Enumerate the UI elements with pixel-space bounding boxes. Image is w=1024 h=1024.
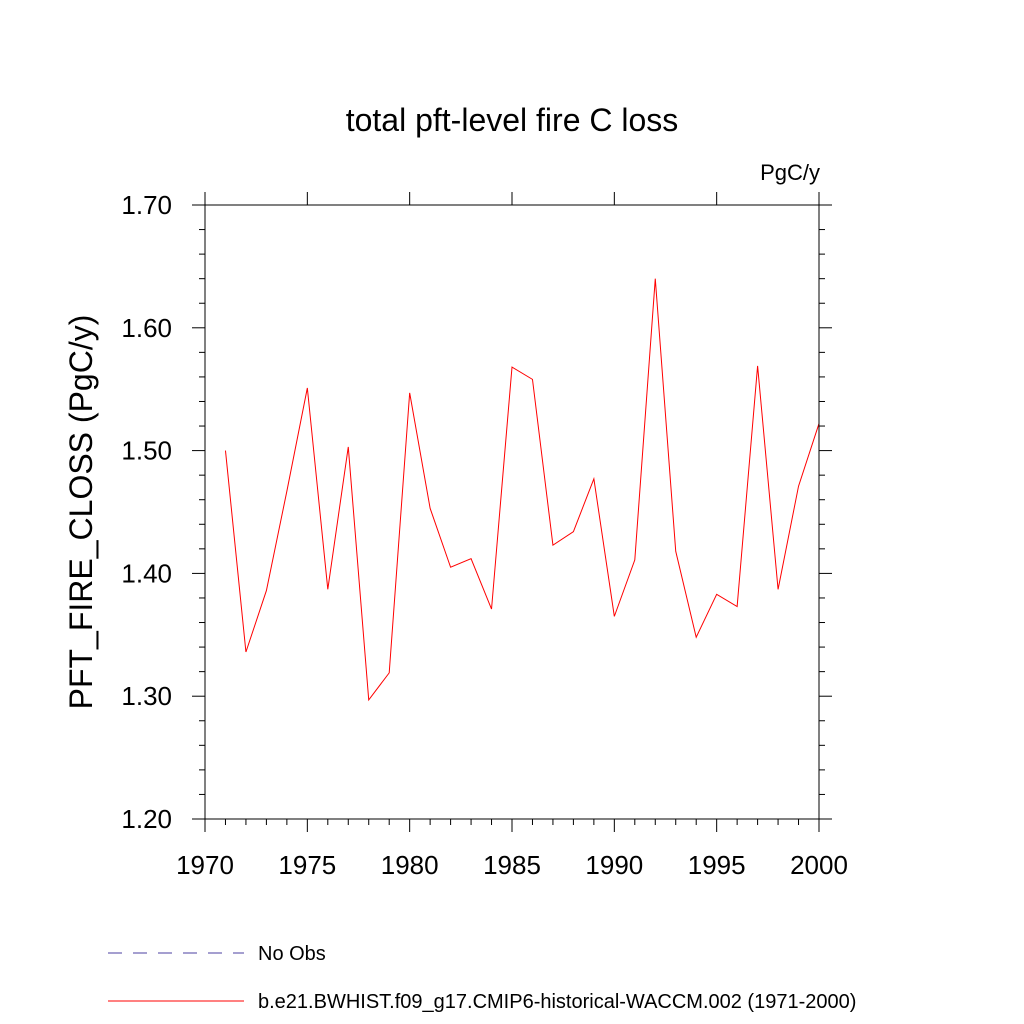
axis-ticks [192, 192, 832, 832]
legend-label: No Obs [258, 943, 326, 965]
y-axis-label: PFT_FIRE_CLOSS (PgC/y) [63, 315, 99, 710]
plot-frame [204, 204, 820, 820]
y-tick-labels: 1.20 1.30 1.40 1.50 1.60 1.70 [121, 190, 172, 834]
legend-label: b.e21.BWHIST.f09_g17.CMIP6-historical-WA… [258, 991, 856, 1013]
y-tick-label: 1.30 [121, 681, 172, 711]
x-tick-label: 1985 [483, 850, 541, 880]
series-layer [224, 278, 820, 702]
x-tick-labels: 1970 1975 1980 1985 1990 1995 2000 [176, 850, 848, 880]
y-tick-label: 1.40 [121, 558, 172, 588]
x-tick-label: 1970 [176, 850, 234, 880]
x-tick-label: 1975 [278, 850, 336, 880]
x-tick-label: 1990 [585, 850, 643, 880]
units-label: PgC/y [760, 160, 820, 185]
y-tick-label: 1.20 [121, 804, 172, 834]
x-tick-label: 1980 [381, 850, 439, 880]
x-tick-label: 2000 [790, 850, 848, 880]
y-tick-label: 1.60 [121, 313, 172, 343]
legend: No Obs b.e21.BWHIST.f09_g17.CMIP6-histori… [108, 943, 856, 1013]
y-tick-label: 1.50 [121, 436, 172, 466]
series-line [224, 278, 820, 702]
x-tick-label: 1995 [688, 850, 746, 880]
y-tick-label: 1.70 [121, 190, 172, 220]
chart-title: total pft-level fire C loss [346, 102, 679, 138]
